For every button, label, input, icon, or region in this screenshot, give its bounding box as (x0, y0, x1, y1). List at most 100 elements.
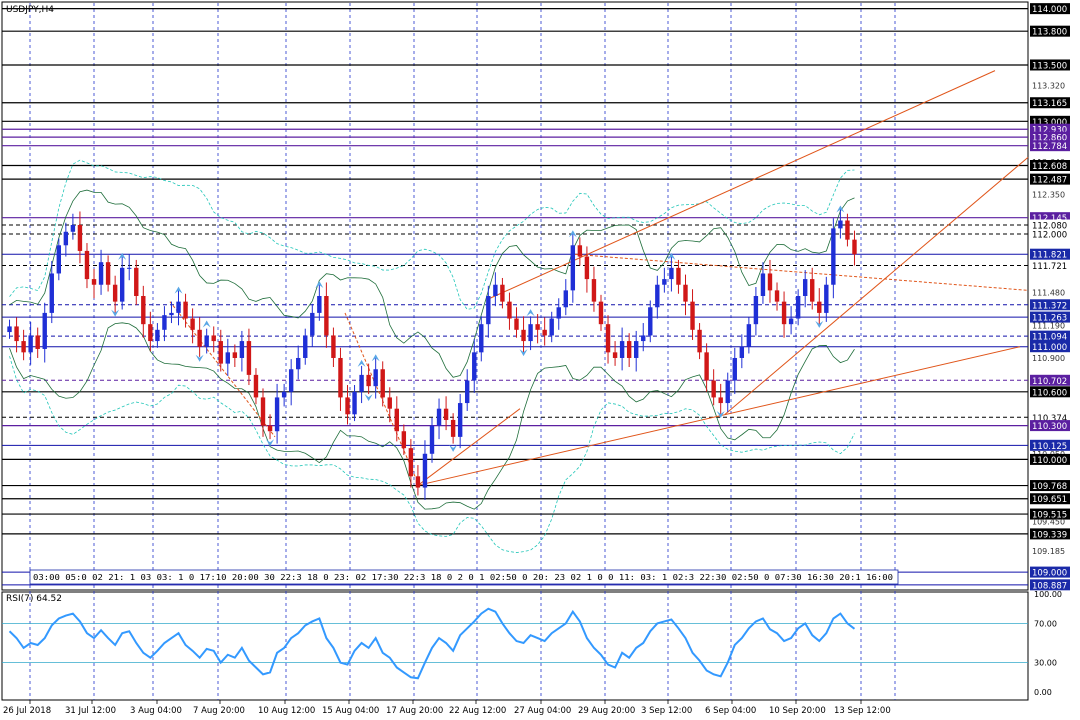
candle-body (486, 296, 491, 325)
fractal-up-arrow (315, 281, 324, 288)
candle-body (49, 273, 54, 313)
candle-body (436, 408, 442, 426)
candle-body (817, 301, 822, 313)
time-label: 7 Aug 20:00 (193, 706, 245, 716)
candle-body (690, 301, 695, 330)
price-tag-bg (1030, 566, 1070, 578)
trend-line (169, 301, 276, 438)
candle-body (704, 352, 709, 381)
price-tag-bg (1030, 420, 1070, 432)
price-tag-bg (1030, 25, 1070, 37)
price-tag-label: 112.784 (1032, 142, 1067, 152)
candle-body (267, 425, 273, 432)
candle-body (296, 357, 301, 370)
candle-body (359, 374, 364, 392)
candle-body (84, 250, 90, 280)
candle-body (683, 284, 688, 302)
price-tag-bg (1030, 248, 1070, 260)
candle-body (479, 324, 484, 353)
price-tag-label: 111.000 (1032, 343, 1067, 353)
candle-body (570, 245, 576, 291)
price-tag-bg (1030, 212, 1070, 224)
price-tick-label: 109.185 (1032, 547, 1065, 556)
candle-body (802, 279, 808, 296)
price-tag-label: 109.515 (1032, 511, 1067, 521)
candle-body (324, 296, 329, 336)
candle-body (605, 324, 611, 353)
candle-body (28, 335, 33, 353)
candle-body (169, 312, 174, 316)
time-label: 3 Aug 04:00 (130, 706, 182, 716)
candle-body (70, 225, 76, 232)
price-tag-bg (1030, 123, 1070, 135)
candle-body (577, 245, 583, 257)
chart-title: USDJPY,H4 (6, 5, 54, 15)
candle-body (281, 391, 287, 398)
time-label: 17 Aug 20:00 (386, 706, 443, 716)
candle-body (718, 397, 723, 404)
candle-body (63, 231, 69, 246)
time-label: 27 Aug 04:00 (514, 706, 571, 716)
price-tag-label: 113.165 (1032, 99, 1067, 109)
candle-body (788, 318, 794, 325)
price-tag-bg (1030, 97, 1070, 109)
price-tag-bg (1030, 480, 1070, 492)
rsi-tick-label: 30.00 (1034, 659, 1057, 668)
candle-body (338, 357, 343, 398)
price-tag-label: 113.500 (1032, 61, 1067, 71)
candle-body (197, 329, 202, 347)
candle-body (619, 341, 625, 358)
price-tag-bg (1030, 173, 1070, 185)
candle-body (662, 279, 667, 285)
candle-body (105, 262, 111, 285)
candle-body (500, 284, 505, 302)
fractal-down-arrow (716, 411, 725, 419)
candle-body (443, 408, 449, 420)
time-label: 6 Sep 04:00 (705, 706, 756, 716)
price-tag-bg (1030, 299, 1070, 311)
candle-body (810, 279, 815, 302)
trend-line (417, 408, 521, 486)
candle-body (176, 301, 181, 313)
fractal-down-arrow (449, 444, 458, 452)
price-tag-label: 114.000 (1032, 5, 1067, 15)
price-tag-label: 110.125 (1032, 442, 1067, 452)
candle-body (373, 369, 378, 387)
price-tag-bg (1030, 3, 1070, 15)
candle-body (274, 397, 280, 432)
candle-body (655, 284, 660, 308)
price-tag-bg (1030, 140, 1070, 152)
candle-body (141, 296, 146, 325)
candle-body (345, 397, 350, 415)
candle-body (310, 312, 315, 336)
candle-body (781, 301, 787, 325)
band-lower (9, 356, 855, 553)
price-tag-label: 113.000 (1032, 118, 1067, 128)
candle-body (14, 326, 19, 342)
candle-body (528, 324, 533, 342)
candle-body (591, 279, 597, 302)
price-tag-label: 111.372 (1032, 301, 1067, 311)
candle-body (260, 397, 266, 426)
rsi-tick-label: 100.00 (1034, 590, 1062, 599)
price-tag-label: 112.930 (1032, 126, 1067, 136)
price-levels (2, 8, 1028, 586)
candle-body (457, 403, 463, 437)
candle-body (465, 380, 470, 404)
candle-body (612, 352, 618, 358)
session-strip (29, 569, 899, 585)
candle-body (408, 448, 414, 477)
candle-body (450, 419, 456, 437)
candle-body (542, 329, 547, 336)
candle-body (134, 267, 139, 296)
candle-body (739, 346, 745, 358)
fractal-down-arrow (815, 320, 824, 328)
candle-body (394, 408, 399, 432)
fractal-up-arrow (836, 205, 845, 213)
candle-body (838, 220, 843, 229)
time-label: 3 Sep 12:00 (641, 706, 692, 716)
price-tag-bg (1030, 493, 1070, 505)
rsi-tick-label: 0.00 (1034, 688, 1052, 697)
fractal-up-arrow (174, 286, 183, 294)
